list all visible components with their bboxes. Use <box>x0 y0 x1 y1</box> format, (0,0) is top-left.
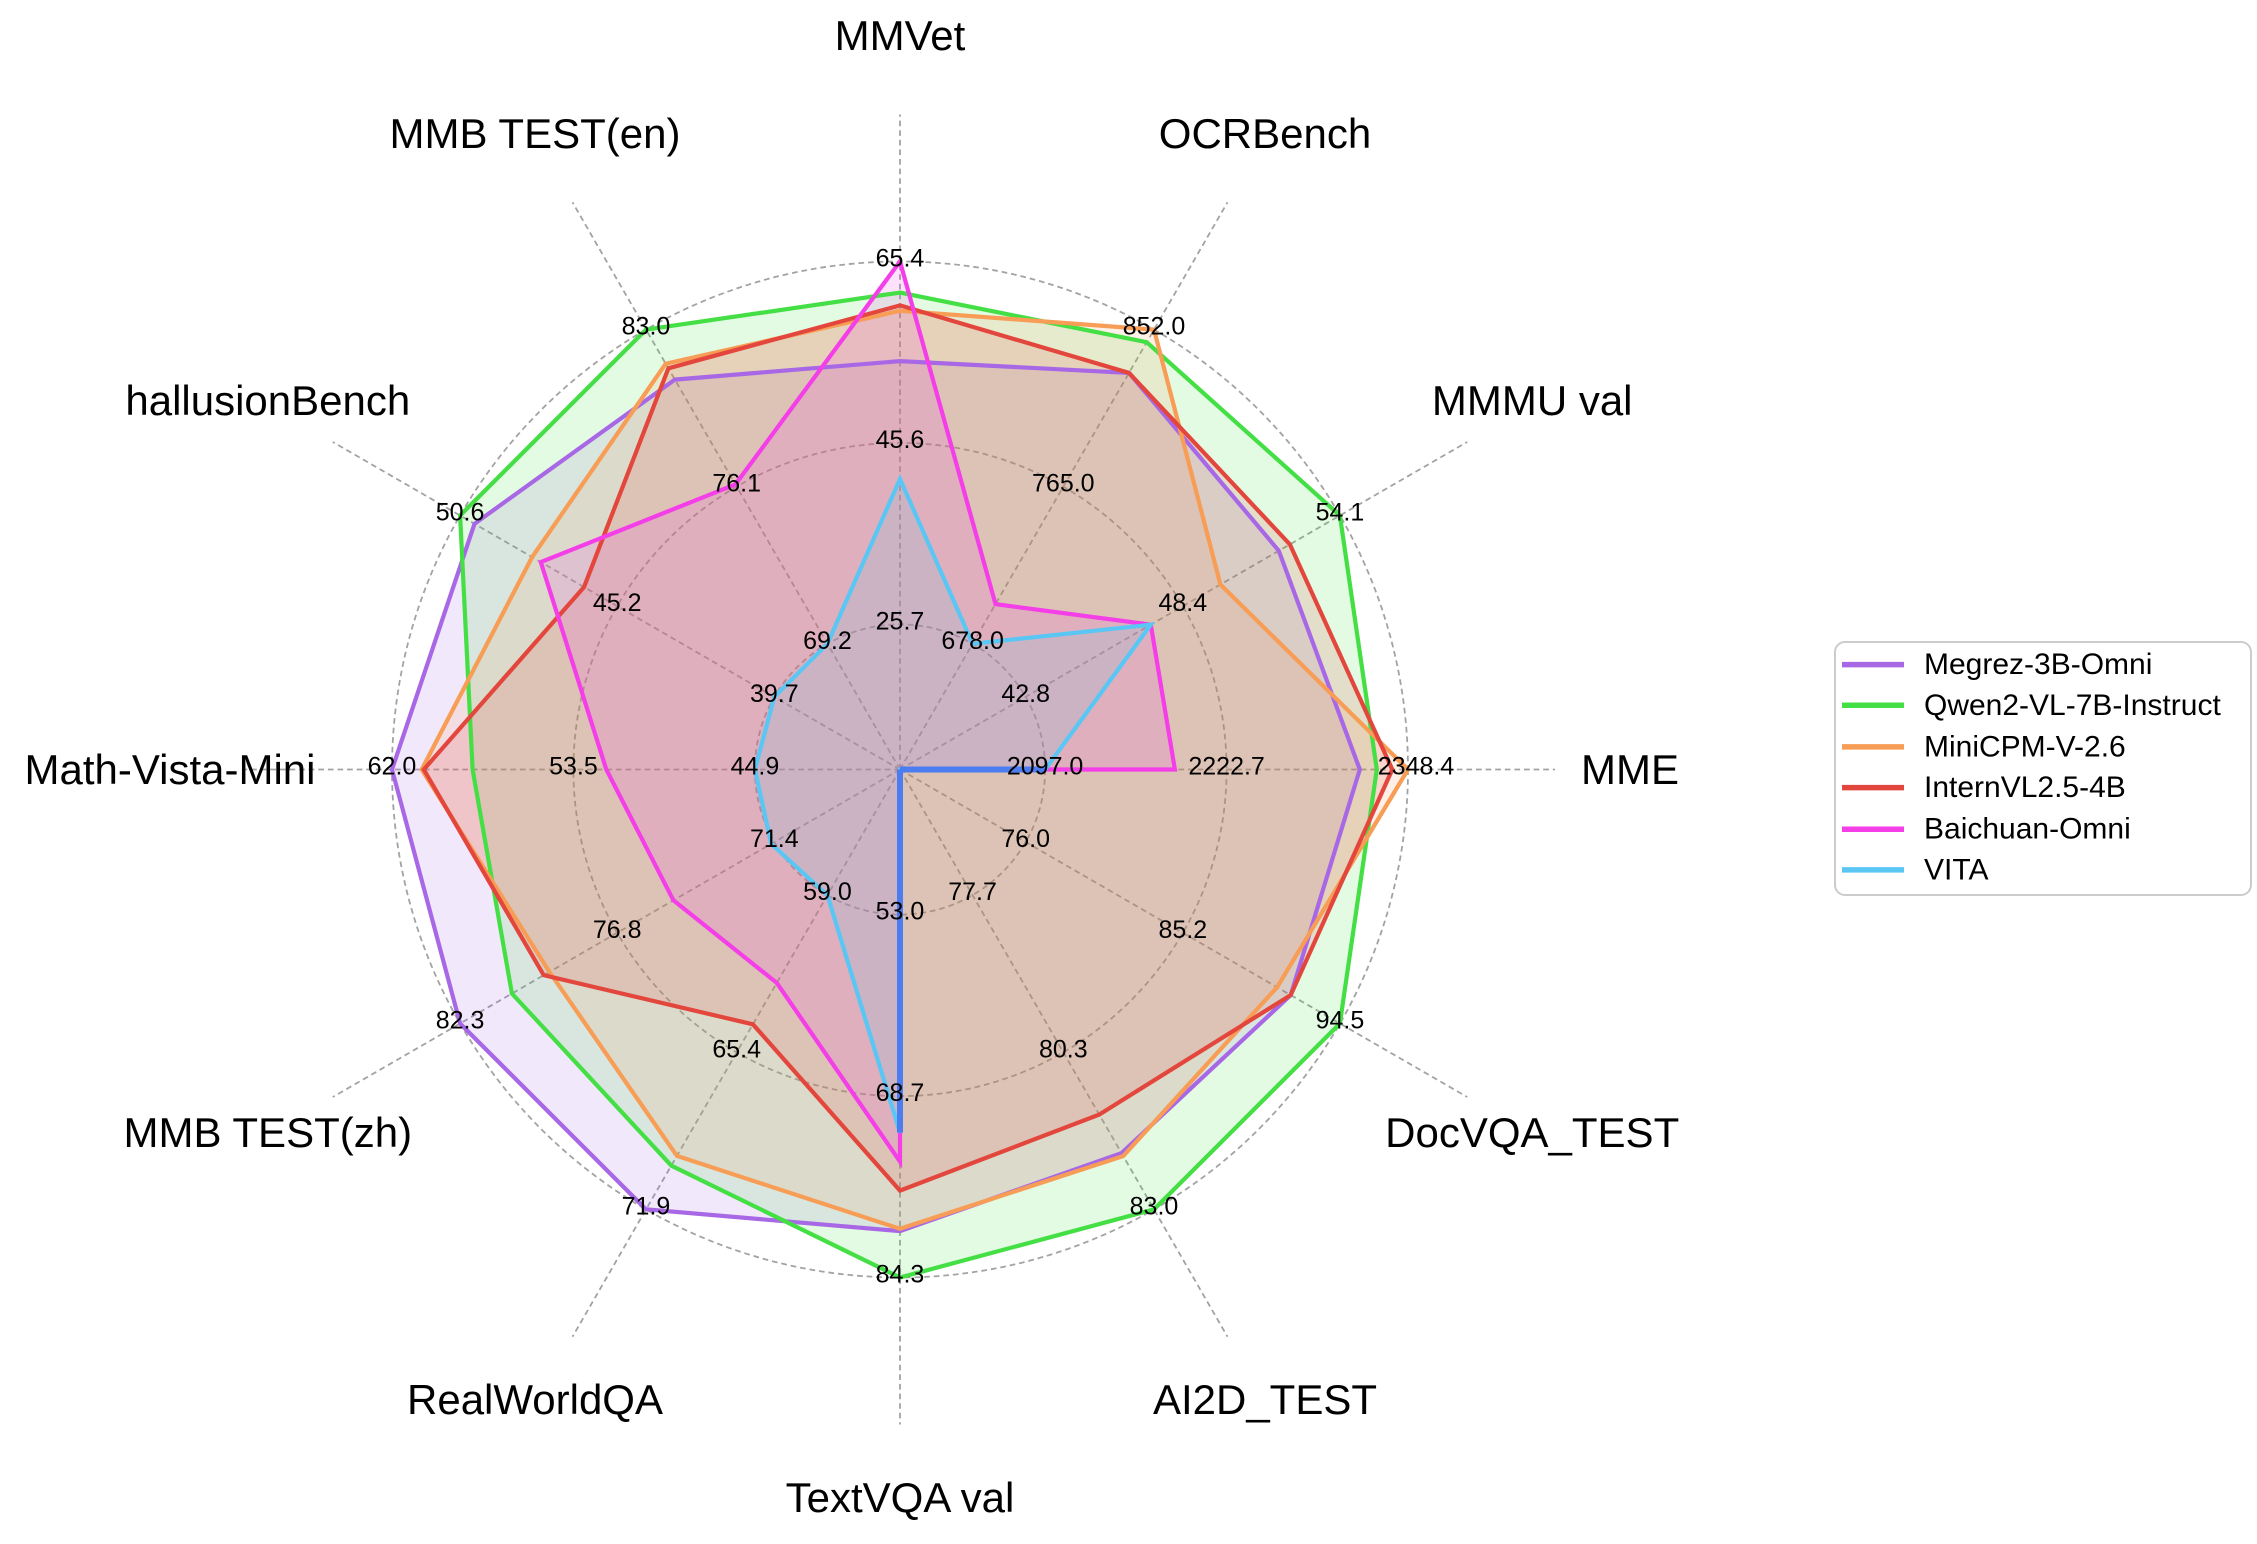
svg-text:71.4: 71.4 <box>750 825 799 853</box>
svg-text:48.4: 48.4 <box>1158 589 1207 617</box>
svg-text:TextVQA val: TextVQA val <box>786 1474 1015 1521</box>
svg-text:84.3: 84.3 <box>876 1261 925 1289</box>
svg-text:678.0: 678.0 <box>941 627 1004 655</box>
svg-text:59.0: 59.0 <box>803 878 852 906</box>
svg-text:69.2: 69.2 <box>803 627 852 655</box>
svg-text:OCRBench: OCRBench <box>1159 110 1371 157</box>
svg-text:MiniCPM-V-2.6: MiniCPM-V-2.6 <box>1924 730 2126 763</box>
svg-text:68.7: 68.7 <box>876 1079 925 1107</box>
svg-text:83.0: 83.0 <box>1130 1192 1179 1220</box>
svg-text:80.3: 80.3 <box>1039 1035 1088 1063</box>
svg-text:2348.4: 2348.4 <box>1378 753 1455 781</box>
svg-text:53.5: 53.5 <box>549 753 598 781</box>
svg-text:44.9: 44.9 <box>731 753 780 781</box>
svg-text:50.6: 50.6 <box>436 499 485 527</box>
svg-text:2097.0: 2097.0 <box>1007 753 1083 781</box>
svg-text:852.0: 852.0 <box>1123 313 1186 341</box>
svg-text:2222.7: 2222.7 <box>1188 753 1264 781</box>
svg-text:45.2: 45.2 <box>593 589 642 617</box>
svg-text:71.9: 71.9 <box>622 1192 671 1220</box>
svg-text:MMB TEST(zh): MMB TEST(zh) <box>124 1109 413 1156</box>
svg-text:VITA: VITA <box>1924 853 1988 886</box>
svg-text:MMMU val: MMMU val <box>1432 377 1633 424</box>
svg-text:76.0: 76.0 <box>1001 825 1050 853</box>
svg-text:MMVet: MMVet <box>835 12 966 59</box>
svg-text:MME: MME <box>1581 746 1679 793</box>
svg-text:54.1: 54.1 <box>1316 499 1365 527</box>
svg-text:MMB TEST(en): MMB TEST(en) <box>390 110 681 157</box>
svg-text:InternVL2.5-4B: InternVL2.5-4B <box>1924 771 2126 804</box>
svg-text:83.0: 83.0 <box>622 313 671 341</box>
svg-text:RealWorldQA: RealWorldQA <box>407 1376 663 1423</box>
svg-text:39.7: 39.7 <box>750 680 799 708</box>
svg-text:65.4: 65.4 <box>712 1035 761 1063</box>
svg-text:Qwen2-VL-7B-Instruct: Qwen2-VL-7B-Instruct <box>1924 689 2221 722</box>
svg-text:77.7: 77.7 <box>948 878 997 906</box>
svg-text:53.0: 53.0 <box>876 898 925 926</box>
svg-text:DocVQA_TEST: DocVQA_TEST <box>1385 1109 1679 1156</box>
svg-text:76.8: 76.8 <box>593 916 642 944</box>
svg-text:765.0: 765.0 <box>1032 470 1095 498</box>
svg-text:76.1: 76.1 <box>712 470 761 498</box>
svg-text:Baichuan-Omni: Baichuan-Omni <box>1924 813 2131 846</box>
svg-text:Megrez-3B-Omni: Megrez-3B-Omni <box>1924 648 2152 681</box>
svg-text:62.0: 62.0 <box>368 753 417 781</box>
svg-text:85.2: 85.2 <box>1158 916 1207 944</box>
svg-text:hallusionBench: hallusionBench <box>125 377 410 424</box>
svg-text:45.6: 45.6 <box>876 426 925 454</box>
svg-text:65.4: 65.4 <box>876 245 925 273</box>
svg-text:82.3: 82.3 <box>436 1007 485 1035</box>
svg-text:94.5: 94.5 <box>1316 1007 1365 1035</box>
svg-text:42.8: 42.8 <box>1001 680 1050 708</box>
svg-text:Math-Vista-Mini: Math-Vista-Mini <box>25 746 316 793</box>
svg-text:25.7: 25.7 <box>876 607 925 635</box>
svg-text:AI2D_TEST: AI2D_TEST <box>1153 1376 1377 1423</box>
